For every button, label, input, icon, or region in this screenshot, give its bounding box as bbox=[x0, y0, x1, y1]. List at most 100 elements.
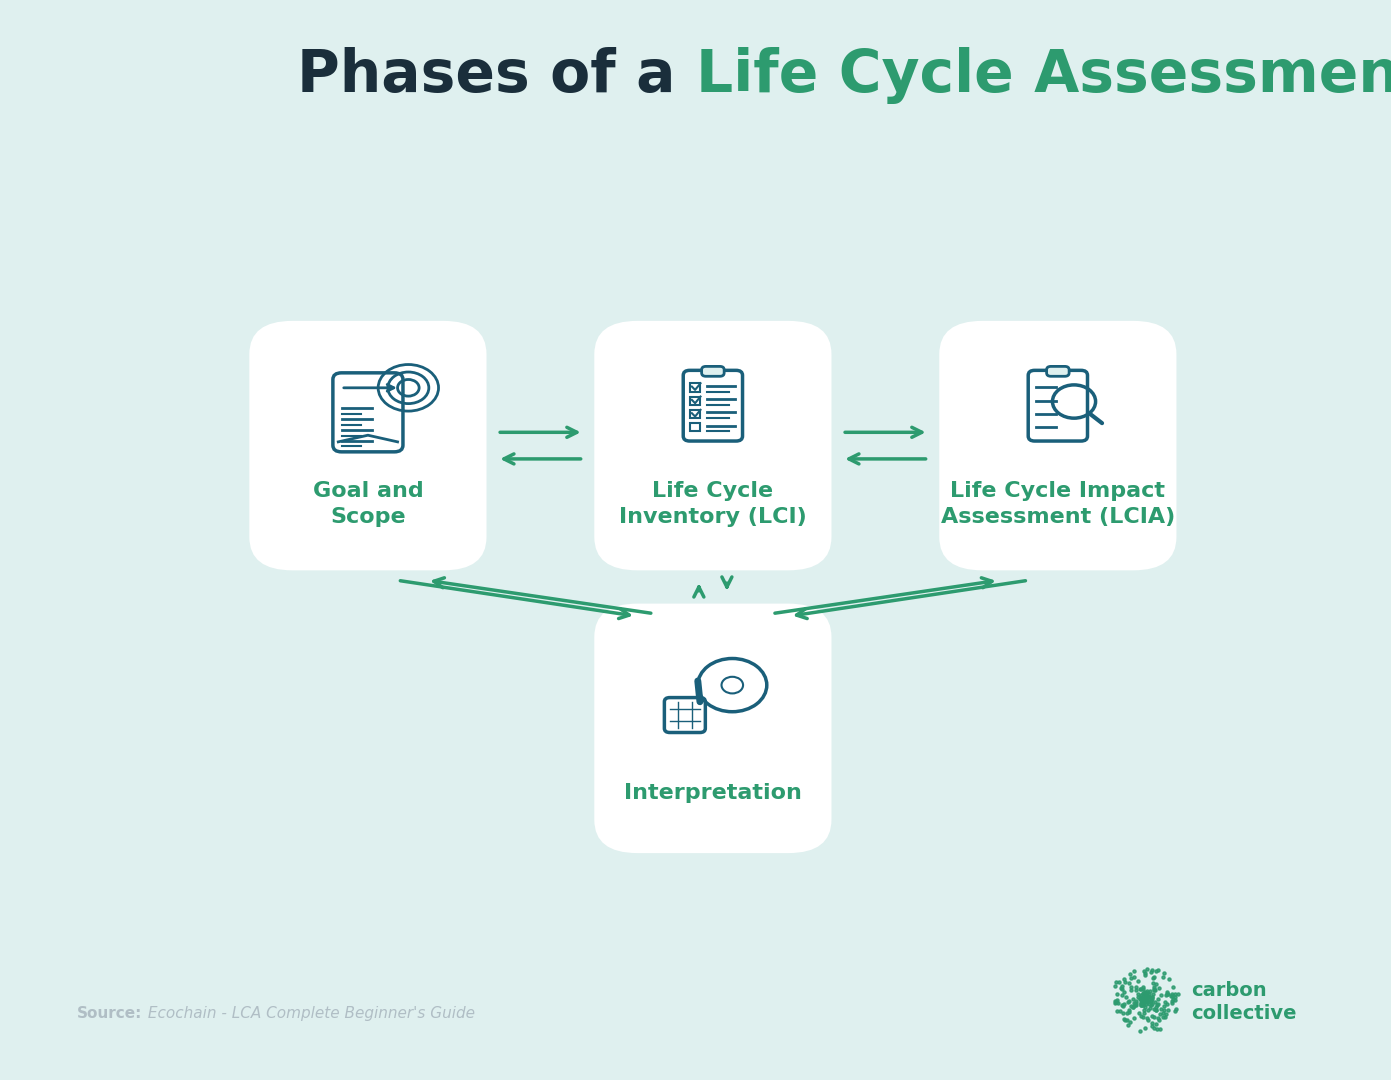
Point bbox=[1125, 997, 1148, 1014]
Point bbox=[1156, 984, 1178, 1001]
Point bbox=[1149, 1021, 1171, 1038]
Point bbox=[1155, 994, 1177, 1011]
Point bbox=[1142, 982, 1164, 999]
Point bbox=[1146, 1021, 1168, 1038]
Point bbox=[1153, 964, 1175, 982]
Point bbox=[1128, 1022, 1150, 1039]
Point bbox=[1131, 991, 1153, 1009]
Point bbox=[1152, 1009, 1174, 1026]
Point bbox=[1138, 996, 1160, 1013]
Point bbox=[1134, 1001, 1156, 1018]
Point bbox=[1164, 991, 1187, 1009]
Point bbox=[1161, 990, 1184, 1008]
Point bbox=[1139, 991, 1161, 1009]
Point bbox=[1141, 990, 1163, 1008]
Point bbox=[1106, 1003, 1128, 1021]
Point bbox=[1129, 980, 1152, 997]
Point bbox=[1141, 988, 1163, 1005]
Point bbox=[1145, 1001, 1167, 1018]
Point bbox=[1123, 998, 1145, 1015]
Point bbox=[1145, 975, 1167, 993]
Point bbox=[1136, 987, 1159, 1004]
Point bbox=[1142, 986, 1164, 1003]
Point bbox=[1145, 998, 1167, 1015]
Point bbox=[1118, 1014, 1141, 1031]
Point bbox=[1135, 994, 1157, 1011]
Point bbox=[1135, 991, 1157, 1009]
Point bbox=[1111, 997, 1134, 1014]
Point bbox=[1111, 998, 1134, 1015]
Text: Source:: Source: bbox=[77, 1005, 142, 1021]
Point bbox=[1131, 994, 1153, 1011]
Point bbox=[1141, 988, 1163, 1005]
Point bbox=[1148, 995, 1170, 1012]
Point bbox=[1106, 994, 1128, 1011]
Text: Life Cycle
Inventory (LCI): Life Cycle Inventory (LCI) bbox=[619, 481, 807, 527]
Point bbox=[1138, 988, 1160, 1005]
Point bbox=[1135, 991, 1157, 1009]
Point bbox=[1125, 991, 1148, 1009]
Point bbox=[1136, 960, 1159, 977]
Point bbox=[1134, 962, 1156, 980]
FancyBboxPatch shape bbox=[594, 321, 832, 570]
Point bbox=[1132, 985, 1155, 1002]
Point bbox=[1149, 1005, 1171, 1023]
Text: Life Cycle Assessment: Life Cycle Assessment bbox=[696, 48, 1391, 104]
Point bbox=[1135, 991, 1157, 1009]
Point bbox=[1152, 1004, 1174, 1022]
Point bbox=[1145, 993, 1167, 1010]
Point bbox=[1124, 996, 1146, 1013]
Point bbox=[1164, 988, 1187, 1005]
Point bbox=[1132, 995, 1155, 1012]
Point bbox=[1120, 981, 1142, 998]
Point bbox=[1150, 1000, 1173, 1017]
Point bbox=[1104, 993, 1127, 1010]
Point bbox=[1125, 981, 1148, 998]
Point bbox=[1148, 1010, 1170, 1027]
Point bbox=[1138, 1001, 1160, 1018]
Point bbox=[1113, 996, 1135, 1013]
Point bbox=[1131, 996, 1153, 1013]
Point bbox=[1120, 978, 1142, 996]
Bar bbox=[690, 423, 701, 432]
Point bbox=[1143, 1000, 1166, 1017]
Point bbox=[1109, 1002, 1131, 1020]
Point bbox=[1160, 995, 1182, 1012]
Point bbox=[1131, 993, 1153, 1010]
Point bbox=[1135, 995, 1157, 1012]
Point bbox=[1134, 1020, 1156, 1037]
FancyBboxPatch shape bbox=[249, 321, 487, 570]
Point bbox=[1127, 985, 1149, 1002]
Point bbox=[1138, 1012, 1160, 1029]
Point bbox=[1143, 969, 1166, 986]
Point bbox=[1110, 980, 1132, 997]
Point bbox=[1125, 978, 1148, 996]
Point bbox=[1132, 977, 1155, 995]
Point bbox=[1127, 972, 1149, 989]
Point bbox=[1132, 984, 1155, 1001]
Point bbox=[1128, 981, 1150, 998]
Point bbox=[1148, 961, 1170, 978]
Point bbox=[1145, 962, 1167, 980]
Point bbox=[1120, 998, 1142, 1015]
Point bbox=[1129, 990, 1152, 1008]
Point bbox=[1131, 994, 1153, 1011]
Point bbox=[1111, 1004, 1134, 1022]
Point bbox=[1152, 969, 1174, 986]
Point bbox=[1131, 991, 1153, 1009]
Point bbox=[1136, 982, 1159, 999]
Point bbox=[1159, 970, 1181, 987]
Point bbox=[1127, 988, 1149, 1005]
Point bbox=[1148, 1011, 1170, 1028]
FancyBboxPatch shape bbox=[939, 321, 1177, 570]
Point bbox=[1142, 1020, 1164, 1037]
Point bbox=[1141, 1017, 1163, 1035]
Point bbox=[1123, 969, 1145, 986]
Point bbox=[1131, 991, 1153, 1009]
Point bbox=[1134, 987, 1156, 1004]
Point bbox=[1139, 999, 1161, 1016]
Point bbox=[1139, 982, 1161, 999]
Point bbox=[1141, 997, 1163, 1014]
Point bbox=[1149, 986, 1171, 1003]
FancyBboxPatch shape bbox=[594, 604, 832, 853]
